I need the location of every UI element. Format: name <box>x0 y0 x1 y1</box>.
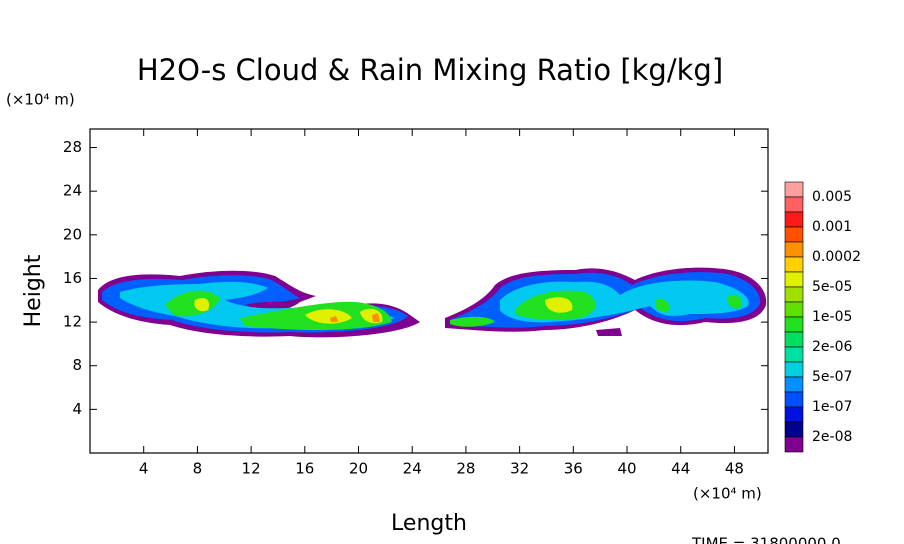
colorbar-swatch <box>784 421 804 438</box>
colorbar-swatch <box>784 196 804 213</box>
cloud-field <box>98 267 767 338</box>
y-tick-label: 8 <box>72 356 82 374</box>
colorbar-swatch <box>784 286 804 303</box>
x-tick-label: 40 <box>617 460 636 478</box>
colorbar-swatch <box>784 301 804 318</box>
colorbar-swatch <box>784 436 804 453</box>
colorbar-swatch <box>784 256 804 273</box>
x-tick-label: 28 <box>456 460 475 478</box>
y-tick-label: 20 <box>63 225 82 243</box>
colorbar-swatch <box>784 211 804 228</box>
y-label: Height <box>21 254 46 327</box>
x-tick-label: 44 <box>671 460 690 478</box>
colorbar-label: 1e-07 <box>812 399 852 415</box>
colorbar-swatch <box>784 346 804 363</box>
colorbar-swatch <box>784 331 804 348</box>
colorbar-swatch <box>784 181 804 198</box>
x-unit: (×10⁴ m) <box>693 485 762 503</box>
colorbar-label: 0.0002 <box>812 249 861 265</box>
y-tick-label: 12 <box>63 313 82 331</box>
colorbar-swatch <box>784 226 804 243</box>
x-tick-label: 12 <box>242 460 261 478</box>
x-tick-label: 16 <box>295 460 314 478</box>
colorbar-label: 1e-05 <box>812 309 852 325</box>
colorbar-label: 5e-05 <box>812 279 852 295</box>
colorbar-label: 2e-06 <box>812 339 852 355</box>
y-unit: (×10⁴ m) <box>6 91 75 109</box>
colorbar-label: 2e-08 <box>812 429 852 445</box>
colorbar-swatch <box>784 376 804 393</box>
x-tick-label: 4 <box>139 460 149 478</box>
colorbar-swatch <box>784 391 804 408</box>
colorbar-label: 0.005 <box>812 189 852 205</box>
footer: TIME = 31800000.0 <box>691 535 841 544</box>
x-tick-label: 36 <box>564 460 583 478</box>
x-tick-label: 24 <box>403 460 422 478</box>
x-tick-label: 32 <box>510 460 529 478</box>
colorbar-swatch <box>784 241 804 258</box>
x-tick-label: 8 <box>193 460 203 478</box>
x-tick-label: 20 <box>349 460 368 478</box>
chart-title: H2O-s Cloud & Rain Mixing Ratio [kg/kg] <box>137 53 723 87</box>
plot-frame <box>89 128 769 454</box>
x-tick-label: 48 <box>725 460 744 478</box>
y-tick-label: 4 <box>72 400 82 418</box>
colorbar-swatch <box>784 271 804 288</box>
y-tick-label: 24 <box>63 182 82 200</box>
colorbar-label: 0.001 <box>812 219 852 235</box>
colorbar-swatch <box>784 361 804 378</box>
colorbar-swatch <box>784 316 804 333</box>
x-label: Length <box>391 511 467 536</box>
y-tick-label: 28 <box>63 138 82 156</box>
colorbar-swatch <box>784 406 804 423</box>
y-tick-label: 16 <box>63 269 82 287</box>
colorbar-label: 5e-07 <box>812 369 852 385</box>
